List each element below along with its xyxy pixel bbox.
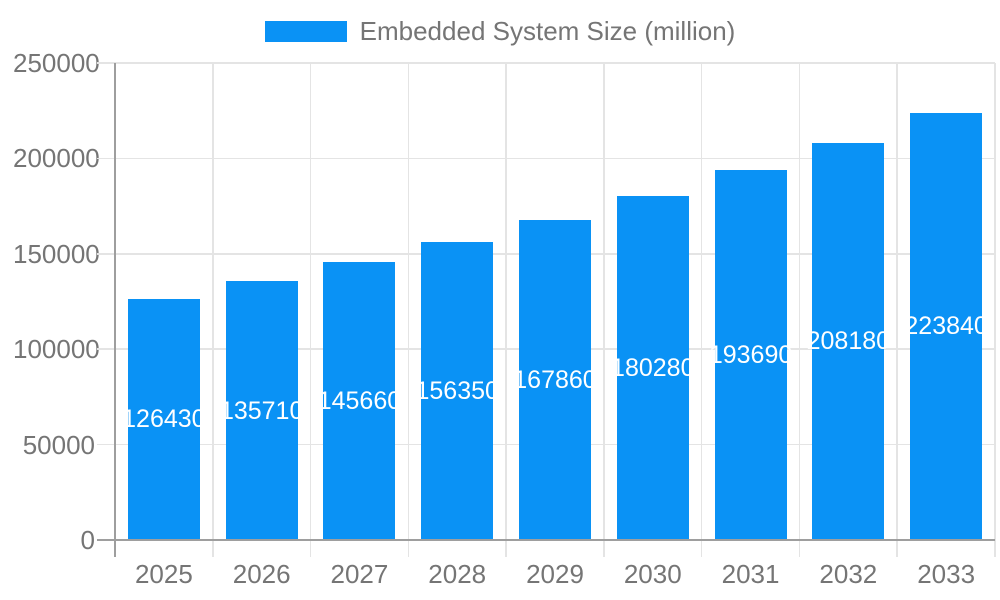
bar-2030[interactable] xyxy=(616,196,689,540)
x-axis-label-2033: 2033 xyxy=(917,559,976,589)
x-axis-line xyxy=(97,539,995,541)
x-axis-label-2030: 2030 xyxy=(623,559,682,589)
gridline-vertical xyxy=(309,63,312,557)
y-axis-label: 200000 xyxy=(13,143,100,174)
gridline-vertical xyxy=(798,63,801,557)
gridline-vertical xyxy=(407,63,410,557)
bar-2028[interactable] xyxy=(421,241,494,540)
gridline-vertical xyxy=(896,63,898,557)
bar-value-label-2029: 167860 xyxy=(513,365,597,394)
bar-2025[interactable] xyxy=(127,298,200,540)
y-axis-label: 150000 xyxy=(13,238,100,269)
bar-value-label-2031: 193690 xyxy=(708,341,793,370)
gridline-vertical xyxy=(505,63,507,557)
x-axis-label-2028: 2028 xyxy=(428,559,487,589)
gridline-vertical xyxy=(994,63,996,557)
y-axis-label: 50000 xyxy=(22,429,95,460)
legend-swatch xyxy=(264,20,347,42)
y-axis-label: 250000 xyxy=(13,48,100,78)
x-axis-label-2025: 2025 xyxy=(134,559,193,589)
x-axis-label-2026: 2026 xyxy=(232,559,291,589)
x-axis-label-2031: 2031 xyxy=(721,559,780,589)
bar-2032[interactable] xyxy=(812,142,885,540)
bar-value-label-2028: 156350 xyxy=(415,376,499,405)
gridline-horizontal xyxy=(97,62,995,64)
chart-legend[interactable]: Embedded System Size (million) xyxy=(0,15,1000,47)
bar-2031[interactable] xyxy=(714,170,787,540)
bar-2027[interactable] xyxy=(323,262,396,540)
bar-2026[interactable] xyxy=(225,281,298,540)
y-axis-line xyxy=(114,63,116,557)
gridline-vertical xyxy=(700,63,703,557)
bar-value-label-2025: 126430 xyxy=(122,405,206,434)
gridline-vertical xyxy=(212,63,214,557)
bar-value-label-2026: 135710 xyxy=(219,396,304,425)
legend-label: Embedded System Size (million) xyxy=(359,16,736,46)
bar-value-label-2030: 180280 xyxy=(611,354,695,382)
gridline-horizontal xyxy=(97,157,995,160)
bar-value-label-2032: 208180 xyxy=(806,327,891,356)
x-axis-label-2027: 2027 xyxy=(330,559,389,589)
bar-value-label-2027: 145660 xyxy=(317,387,402,416)
bar-value-label-2033: 223840 xyxy=(904,312,988,341)
gridline-vertical xyxy=(603,63,605,557)
bar-2033[interactable] xyxy=(910,112,983,540)
x-axis-label-2032: 2032 xyxy=(819,559,878,589)
bar-2029[interactable] xyxy=(519,219,591,540)
x-axis-label-2029: 2029 xyxy=(526,559,584,589)
y-axis-label: 0 xyxy=(80,525,95,555)
y-axis-label: 100000 xyxy=(13,334,100,365)
